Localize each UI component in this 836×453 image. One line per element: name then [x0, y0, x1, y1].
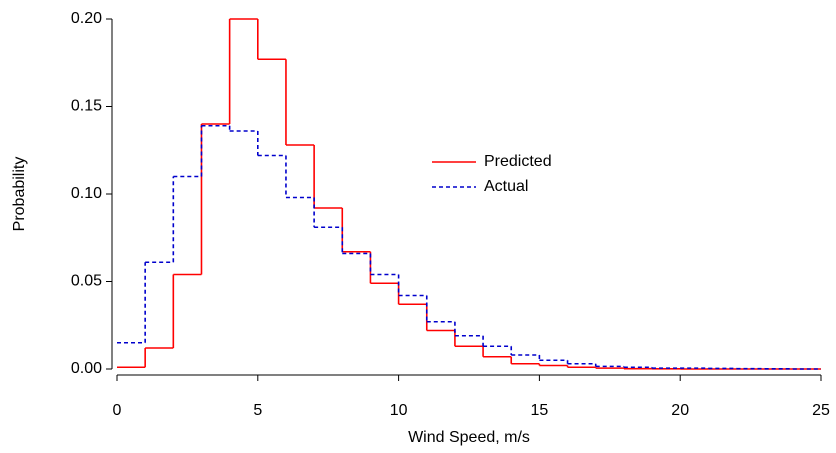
x-tick-label: 5 [253, 402, 262, 419]
x-tick-label: 10 [390, 402, 408, 419]
x-tick-label: 15 [531, 402, 549, 419]
x-tick-label: 20 [671, 402, 689, 419]
y-tick-label: 0.15 [71, 98, 102, 115]
x-tick-label: 25 [812, 402, 830, 419]
y-tick-label: 0.00 [71, 360, 102, 377]
x-tick-label: 0 [113, 402, 122, 419]
legend-label: Predicted [484, 153, 552, 170]
y-tick-label: 0.20 [71, 10, 102, 27]
y-tick-label: 0.05 [71, 273, 102, 290]
x-axis-label: Wind Speed, m/s [408, 429, 530, 446]
y-tick-label: 0.10 [71, 185, 102, 202]
legend-label: Actual [484, 178, 528, 195]
y-axis-label: Probability [11, 157, 28, 232]
